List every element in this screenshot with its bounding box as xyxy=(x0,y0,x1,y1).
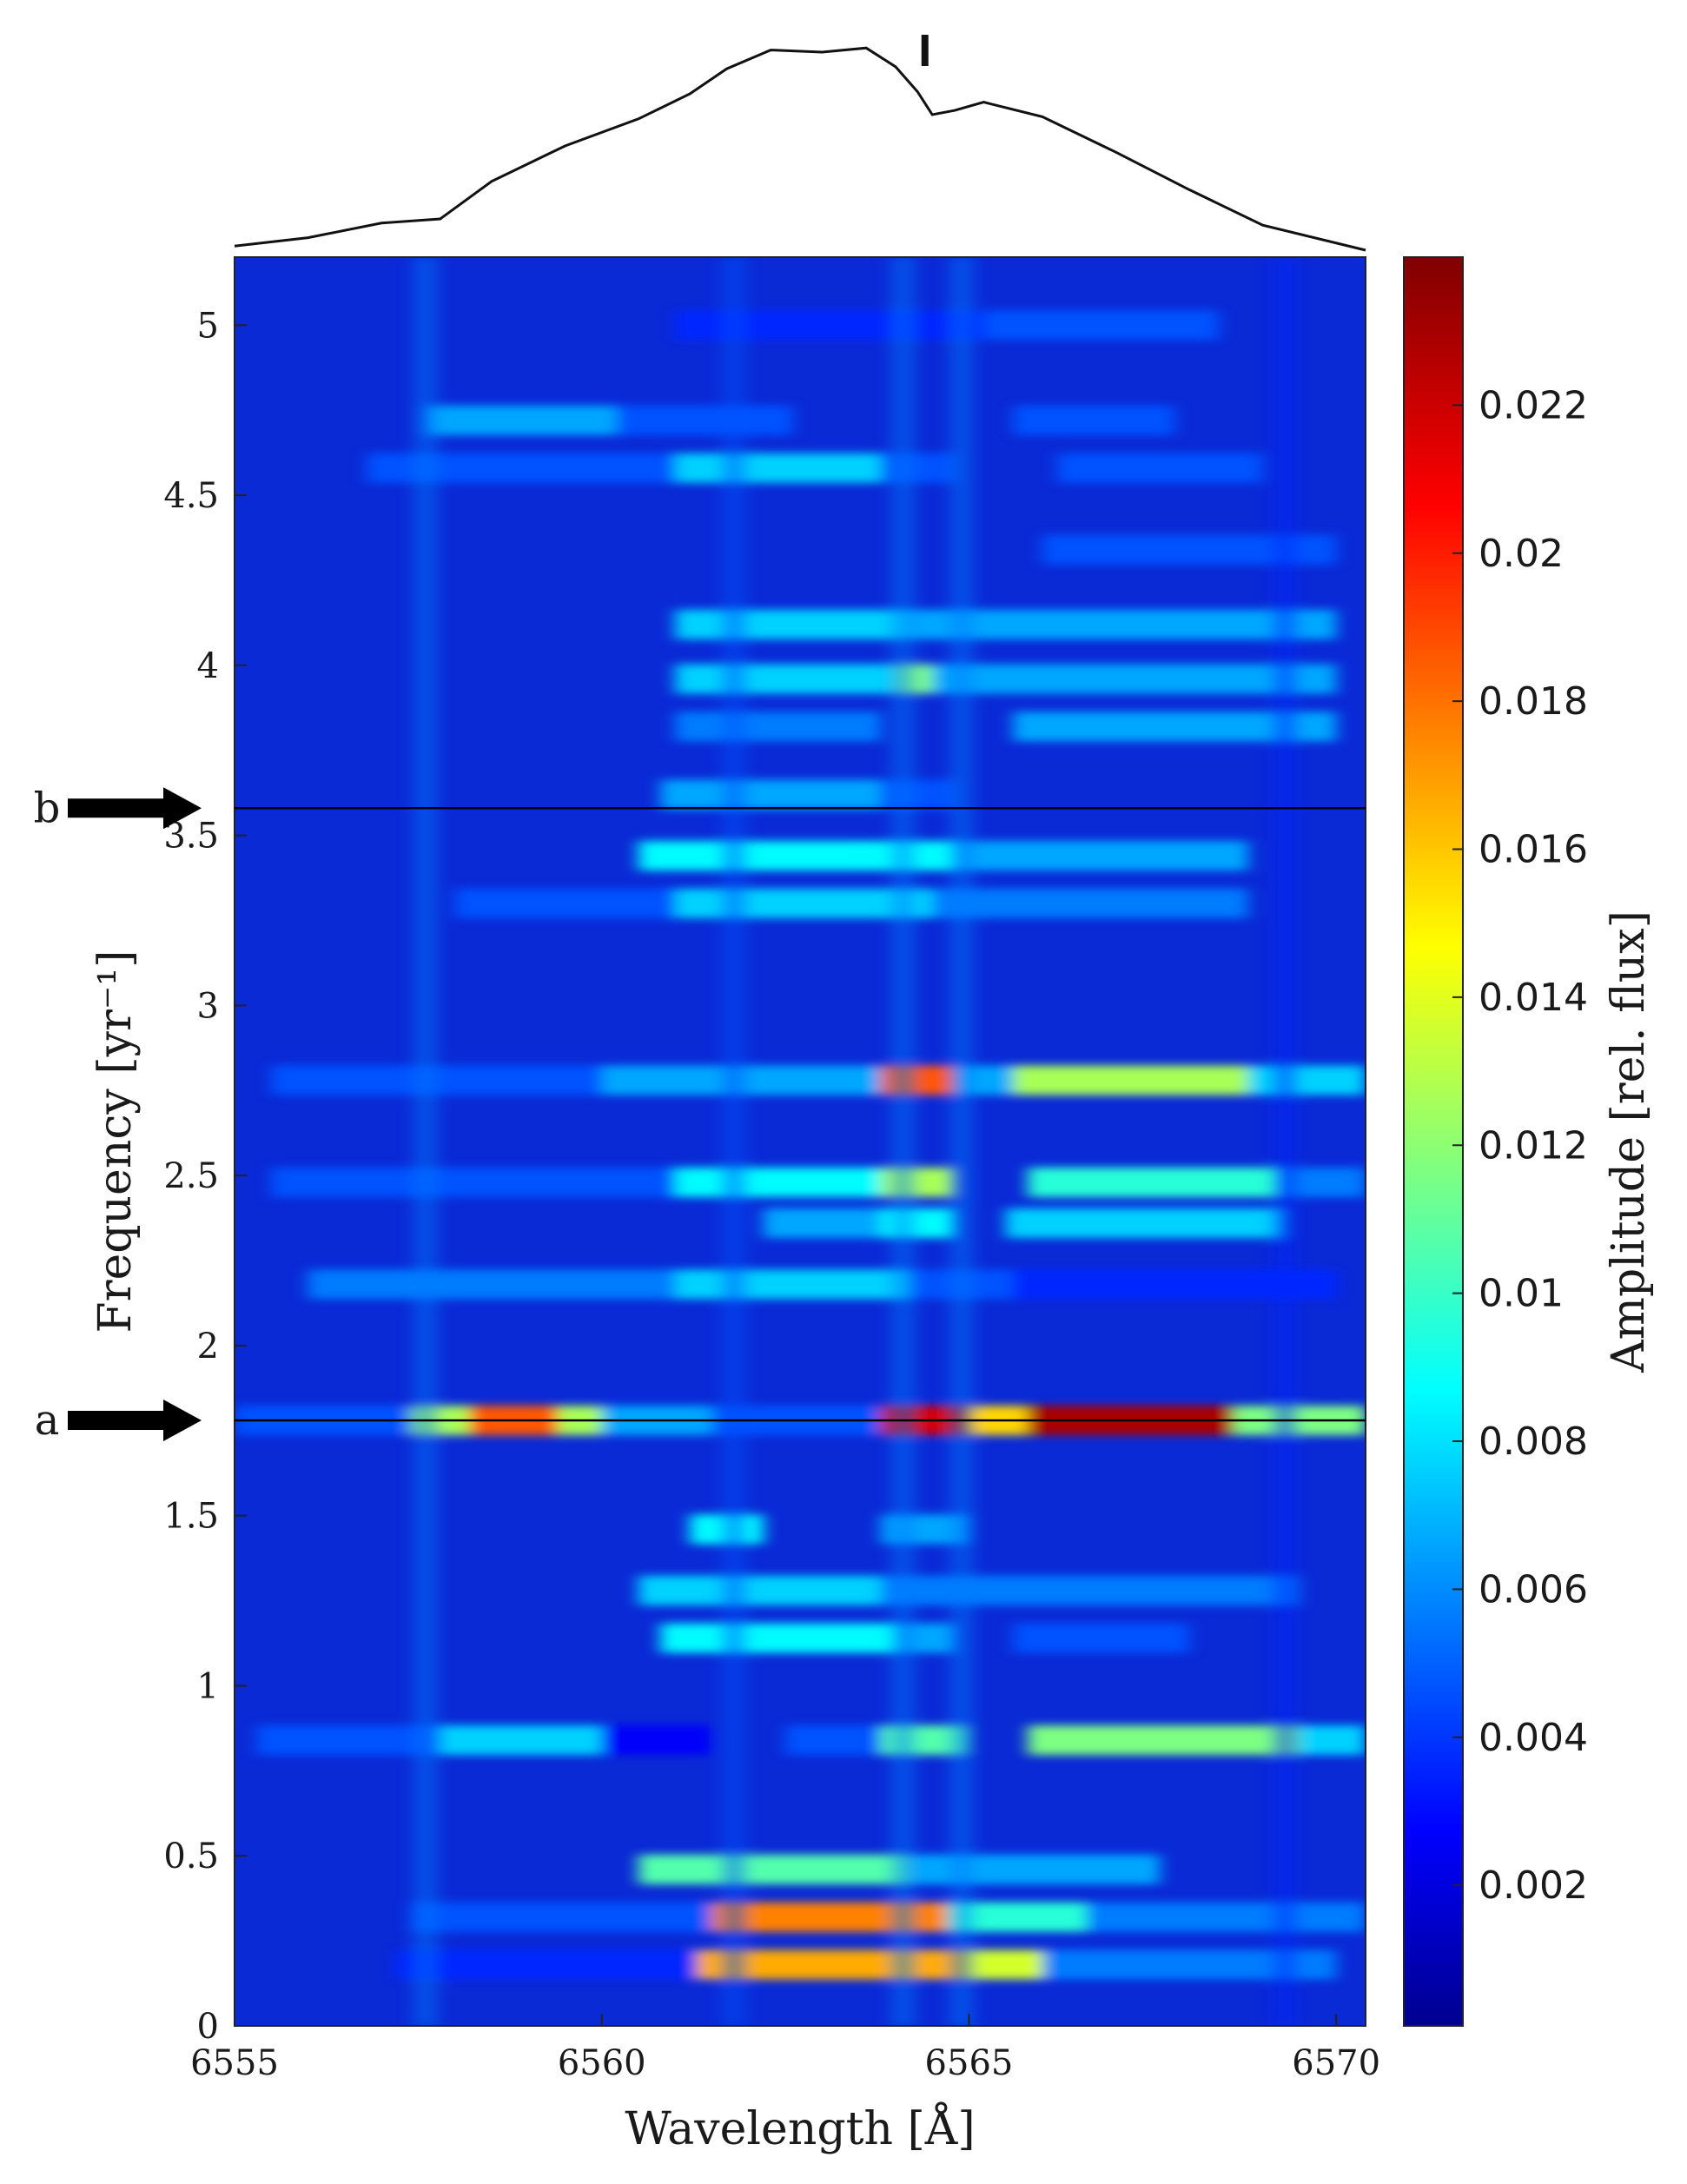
heatmap-band-8-segment-0 xyxy=(308,1269,676,1300)
heatmap-band-15-segment-0 xyxy=(675,711,881,742)
heatmap-band-12-segment-0 xyxy=(454,888,676,918)
y-tick-label-6: 3 xyxy=(197,986,219,1026)
line-center-marker xyxy=(921,35,929,66)
heatmap-band-3-segment-0 xyxy=(638,1854,910,1884)
heatmap-band-20-segment-0 xyxy=(425,405,617,435)
heatmap-band-5-segment-0 xyxy=(660,1623,896,1653)
colorbar-tick-label-1: 0.004 xyxy=(1479,1716,1588,1760)
heatmap-band-12-segment-1 xyxy=(675,888,933,918)
y-tick-label-8: 4 xyxy=(197,646,219,686)
heatmap-band-3-segment-1 xyxy=(910,1854,1161,1884)
heatmap-band-1-segment-0 xyxy=(396,1949,698,1980)
colorbar-tick-label-9: 0.02 xyxy=(1479,532,1564,576)
line-profile xyxy=(234,35,1366,252)
y-tick-label-9: 4.5 xyxy=(163,476,219,516)
marker-arrow-b xyxy=(68,787,202,830)
y-tick-label-2: 1 xyxy=(197,1666,219,1706)
x-tick-label-3: 6570 xyxy=(1292,2043,1380,2083)
y-tick-label-3: 1.5 xyxy=(163,1497,219,1537)
heatmap-background xyxy=(235,257,1366,2026)
heatmap-band-20-segment-1 xyxy=(616,405,793,435)
heatmap-column-1 xyxy=(721,257,746,2026)
marker-arrow-a xyxy=(68,1400,202,1442)
heatmap-band-10-segment-0 xyxy=(271,1167,676,1197)
heatmap-band-21-segment-1 xyxy=(983,310,1219,341)
heatmap-band-16-segment-2 xyxy=(932,664,1337,694)
y-tick-label-10: 5 xyxy=(197,306,219,346)
heatmap-band-10-segment-1 xyxy=(675,1167,881,1197)
heatmap-band-1-segment-2 xyxy=(969,1949,1042,1980)
marker-label-a: a xyxy=(35,1396,60,1445)
heatmap-band-19-segment-3 xyxy=(1056,453,1263,483)
colorbar-tick-label-2: 0.006 xyxy=(1479,1567,1588,1612)
heatmap-band-14-segment-0 xyxy=(660,779,881,810)
heatmap-band-16-segment-0 xyxy=(675,664,896,694)
frequency-markers: ab xyxy=(34,784,1366,1445)
y-tick-label-0: 0 xyxy=(197,2007,219,2047)
x-tick-label-0: 6555 xyxy=(190,2043,279,2083)
colorbar: 0.002 0.004 0.006 0.008 0.01 0.012 0.014 0.016 0… xyxy=(1403,256,1655,2027)
heatmap-column-0 xyxy=(413,257,438,2026)
y-tick-label-1: 0.5 xyxy=(163,1837,219,1876)
y-axis-label: Frequency [yr⁻¹] xyxy=(89,950,142,1334)
heatmap-band-12-segment-2 xyxy=(932,888,1248,918)
heatmap-column-2 xyxy=(890,257,916,2026)
y-axis: 00.511.522.533.544.55 xyxy=(163,306,247,2047)
heatmap-band-4-segment-6 xyxy=(1299,1725,1366,1756)
heatmap-band-4-segment-1 xyxy=(440,1725,602,1756)
colorbar-label: Amplitude [rel. flux] xyxy=(1603,910,1655,1373)
heatmap-band-9-segment-2 xyxy=(1005,1208,1285,1238)
heatmap-band-4-segment-0 xyxy=(256,1725,440,1756)
heatmap-band-19-segment-1 xyxy=(675,453,881,483)
colorbar-gradient xyxy=(1403,256,1464,2027)
colorbar-tick-label-7: 0.016 xyxy=(1479,828,1588,872)
heatmap-cells xyxy=(235,257,1366,2026)
heatmap-band-4-segment-5 xyxy=(1028,1725,1300,1756)
heatmap-band-8-segment-1 xyxy=(675,1269,910,1300)
colorbar-tick-label-8: 0.018 xyxy=(1479,679,1588,724)
y-tick-label-4: 2 xyxy=(197,1327,219,1367)
heatmap-band-13-segment-2 xyxy=(954,841,1248,871)
heatmap-column-3 xyxy=(949,257,974,2026)
heatmap-band-4-segment-2 xyxy=(601,1725,712,1756)
heatmap-band-6-segment-2 xyxy=(969,1575,1300,1605)
heatmap-band-20-segment-2 xyxy=(1013,405,1175,435)
marker-label-b: b xyxy=(34,784,61,832)
heatmap-plot-area xyxy=(235,257,1366,2026)
heatmap-band-11-segment-5 xyxy=(1247,1065,1366,1095)
colorbar-tick-label-0: 0.002 xyxy=(1479,1863,1588,1908)
heatmap-band-5-segment-2 xyxy=(1013,1623,1190,1653)
heatmap-column-4 xyxy=(1273,257,1297,2026)
colorbar-tick-label-4: 0.01 xyxy=(1479,1272,1564,1316)
heatmap-band-13-segment-0 xyxy=(638,841,859,871)
colorbar-tick-label-5: 0.012 xyxy=(1479,1123,1588,1168)
heatmap-band-19-segment-0 xyxy=(367,453,676,483)
x-tick-label-2: 6565 xyxy=(925,2043,1014,2083)
colorbar-ticks: 0.002 0.004 0.006 0.008 0.01 0.012 0.014 0.016 0… xyxy=(1452,383,1588,1908)
colorbar-tick-label-3: 0.008 xyxy=(1479,1420,1588,1464)
colorbar-tick-label-6: 0.014 xyxy=(1479,976,1588,1020)
heatmap-band-4-segment-3 xyxy=(785,1725,881,1756)
heatmap-band-2-segment-0 xyxy=(410,1902,712,1932)
heatmap-band-21-segment-0 xyxy=(675,310,984,341)
y-tick-label-5: 2.5 xyxy=(163,1156,219,1196)
heatmap-band-9-segment-0 xyxy=(763,1208,881,1238)
heatmap-band-2-segment-3 xyxy=(1086,1902,1366,1932)
heatmap-band-17-segment-1 xyxy=(910,609,1337,639)
heatmap-band-10-segment-3 xyxy=(1028,1167,1278,1197)
heatmap-band-6-segment-0 xyxy=(638,1575,881,1605)
profile-curve xyxy=(234,46,1366,252)
heatmap-band-11-segment-4 xyxy=(1013,1065,1248,1095)
x-tick-label-1: 6560 xyxy=(558,2043,646,2083)
heatmap-band-17-segment-0 xyxy=(675,609,910,639)
x-axis-label: Wavelength [Å] xyxy=(625,2101,975,2155)
colorbar-tick-label-10: 0.022 xyxy=(1479,383,1588,427)
x-axis: 6555 6560 6565 6570 xyxy=(190,2014,1380,2083)
heatmap-frame xyxy=(234,256,1366,2027)
